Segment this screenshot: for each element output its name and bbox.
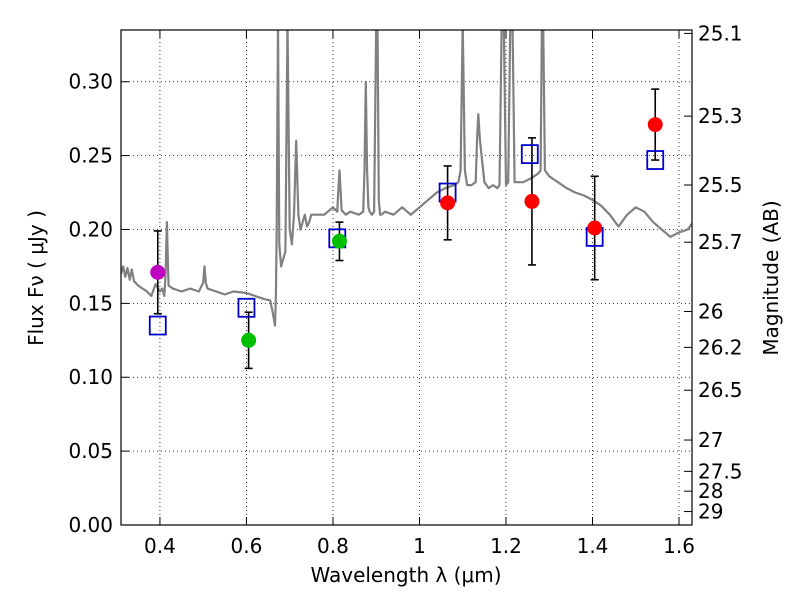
x-tick-label: 1 [413, 534, 426, 558]
right-tick-label: 29 [698, 500, 723, 524]
observed-point [241, 332, 257, 348]
right-tick-label: 27 [698, 428, 723, 452]
right-axis-label: Magnitude (AB) [759, 200, 783, 355]
x-axis-ticks: 0.4 0.6 0.8 1 1.2 1.4 1.6 [144, 30, 695, 558]
right-tick-label: 25.5 [698, 173, 743, 197]
x-tick-label: 0.4 [144, 534, 176, 558]
y-tick-label: 0.05 [68, 439, 113, 463]
y-tick-label: 0.15 [68, 291, 113, 315]
x-tick-label: 0.6 [231, 534, 263, 558]
right-tick-label: 28 [698, 479, 723, 503]
observed-point [647, 117, 663, 133]
observed-point [524, 193, 540, 209]
right-tick-label: 25.3 [698, 104, 743, 128]
observed-point [587, 220, 603, 236]
error-bars-group [153, 88, 660, 370]
x-tick-label: 1.2 [490, 534, 522, 558]
x-tick-label: 1.4 [577, 534, 609, 558]
right-tick-label: 25.1 [698, 21, 743, 45]
model-point-marker [520, 144, 539, 165]
observed-points-group [150, 117, 663, 348]
model-point-marker [148, 315, 167, 336]
x-tick-label: 0.8 [317, 534, 349, 558]
right-tick-label: 26.2 [698, 335, 743, 359]
model-points-group [148, 144, 665, 336]
model-spectrum-group [121, 30, 692, 327]
x-tick-label: 1.6 [663, 534, 695, 558]
y-tick-label: 0.30 [68, 70, 113, 94]
y-axis-ticks: 0.00 0.05 0.10 0.15 0.20 0.25 0.30 [68, 70, 129, 537]
y-tick-label: 0.20 [68, 217, 113, 241]
model-point-marker [646, 150, 665, 170]
observed-point [150, 264, 166, 280]
plot-frame [120, 29, 693, 526]
right-tick-label: 25.7 [698, 230, 743, 254]
right-tick-label: 27.5 [698, 459, 743, 483]
x-axis-label: Wavelength λ (μm) [310, 563, 501, 587]
observed-point [331, 233, 347, 249]
y-axis-label: Flux Fν ( μJy ) [24, 210, 48, 346]
y-tick-label: 0.10 [68, 365, 113, 389]
y-tick-label: 0.00 [68, 513, 113, 537]
right-tick-label: 26 [698, 299, 723, 323]
y-tick-label: 0.25 [68, 144, 113, 168]
model-spectrum-line [121, 30, 692, 327]
right-tick-label: 26.5 [698, 378, 743, 402]
grid [121, 30, 692, 526]
model-point-marker [237, 297, 256, 318]
observed-point [440, 195, 456, 211]
